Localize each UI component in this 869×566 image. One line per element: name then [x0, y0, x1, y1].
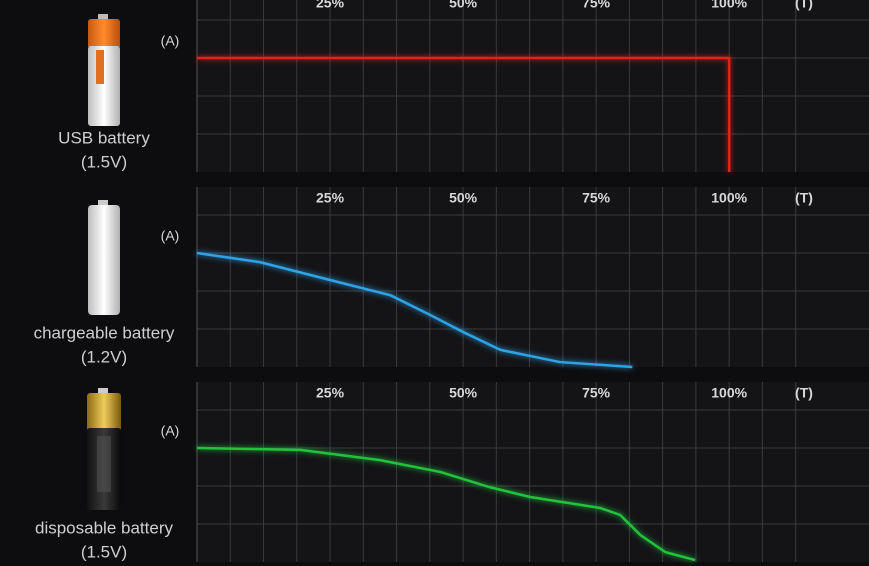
- battery-name: chargeable battery: [34, 323, 175, 342]
- x-axis-label: (T): [795, 0, 813, 11]
- disposable-battery-icon: [87, 388, 121, 510]
- battery-name: USB battery: [58, 128, 150, 147]
- plot-area: [197, 187, 869, 367]
- x-tick-label: 25%: [316, 0, 345, 11]
- x-tick-label: 25%: [316, 190, 345, 206]
- chargeable-battery-icon: [88, 200, 120, 315]
- plot-area: [197, 382, 869, 562]
- x-tick-label: 100%: [711, 190, 747, 206]
- x-tick-label: 25%: [316, 385, 345, 401]
- x-tick-label: 50%: [449, 0, 478, 11]
- usb-battery-icon: [88, 14, 120, 126]
- y-axis-label: (A): [161, 423, 180, 439]
- current-line: [197, 56, 731, 172]
- battery-voltage: (1.2V): [81, 347, 127, 366]
- x-tick-label: 75%: [582, 0, 611, 11]
- x-axis-label: (T): [795, 190, 813, 206]
- x-tick-label: 100%: [711, 385, 747, 401]
- battery-voltage: (1.5V): [81, 152, 127, 171]
- x-tick-label: 75%: [582, 190, 611, 206]
- x-axis-label: (T): [795, 385, 813, 401]
- plot-area: [197, 0, 869, 172]
- x-tick-label: 50%: [449, 190, 478, 206]
- x-tick-label: 50%: [449, 385, 478, 401]
- current-line: [196, 446, 696, 562]
- y-axis-label: (A): [161, 228, 180, 244]
- battery-name: disposable battery: [35, 518, 173, 537]
- current-line: [196, 251, 633, 369]
- x-tick-label: 100%: [711, 0, 747, 11]
- y-axis-label: (A): [161, 33, 180, 49]
- battery-voltage: (1.5V): [81, 542, 127, 561]
- x-tick-label: 75%: [582, 385, 611, 401]
